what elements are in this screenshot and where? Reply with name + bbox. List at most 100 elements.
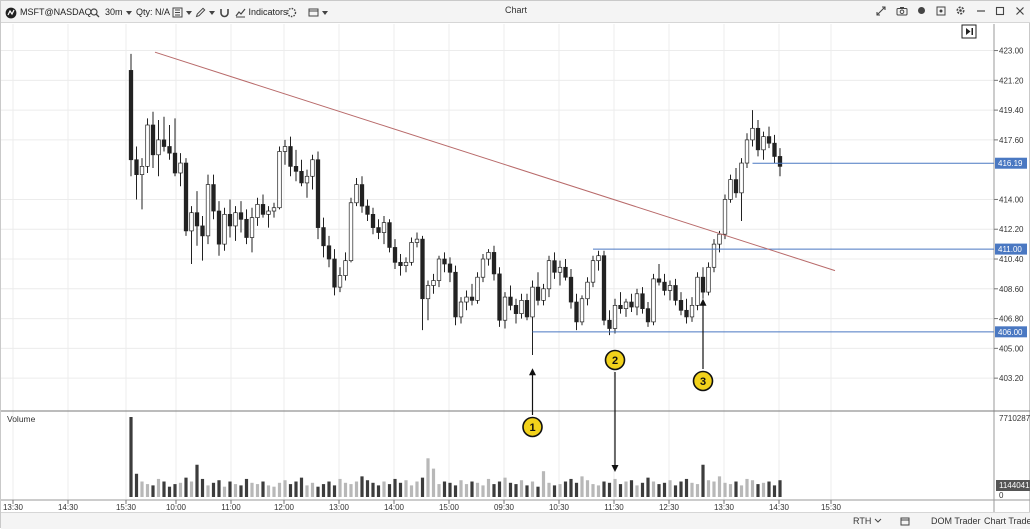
price-level-tag	[995, 157, 1027, 169]
volume-bar	[360, 476, 364, 497]
volume-bar	[712, 481, 716, 497]
x-tick-label: 13:30	[3, 503, 24, 512]
volume-bar	[233, 484, 238, 497]
annotation-badge	[692, 370, 714, 392]
candle-body	[370, 213, 376, 228]
candle-body	[607, 319, 612, 329]
trendline[interactable]	[154, 51, 836, 272]
candle-body	[145, 124, 150, 167]
symbol-label: MSFT@NASDAQ	[20, 7, 92, 17]
candle-body	[392, 247, 398, 263]
x-tick-label: 09:30	[494, 503, 515, 512]
x-tick-label: 15:30	[116, 503, 137, 512]
candle-body	[403, 261, 409, 266]
y-tick-label: 403.20	[999, 374, 1024, 383]
candle-body	[574, 301, 579, 323]
volume-bar	[382, 481, 386, 497]
volume-bar	[569, 478, 573, 497]
candle-body	[508, 296, 513, 306]
volume-bar	[563, 481, 568, 497]
chart-trader-button[interactable]: Chart Trader	[984, 516, 1030, 526]
y-tick-label: 406.80	[999, 315, 1024, 324]
candle-body	[343, 260, 348, 276]
session-dropdown[interactable]: RTH	[853, 516, 882, 526]
templates-button[interactable]	[286, 5, 297, 19]
candle-body	[497, 273, 502, 321]
candle-body	[194, 212, 200, 227]
gear-icon[interactable]	[955, 5, 966, 18]
grid-lines	[1, 24, 994, 500]
candle-body	[376, 227, 381, 233]
pencil-icon	[195, 7, 206, 18]
volume-bar	[624, 481, 628, 497]
volume-bar	[679, 481, 683, 497]
candle-body	[321, 227, 326, 247]
candle-body	[167, 146, 172, 154]
window-icon	[308, 8, 319, 17]
x-tick-label: 14:30	[58, 503, 79, 512]
volume-bar	[321, 484, 326, 497]
layout-dropdown[interactable]	[308, 5, 328, 19]
volume-bar	[530, 481, 535, 497]
candle-body	[431, 280, 436, 286]
scroll-to-end-button[interactable]	[961, 24, 977, 39]
drawing-tools-dropdown[interactable]	[195, 5, 215, 19]
fit-arrows-icon[interactable]	[876, 5, 886, 18]
volume-bar	[288, 484, 293, 497]
indicators-button[interactable]: Indicators	[235, 5, 288, 19]
chart-settings-icon[interactable]	[936, 6, 946, 18]
chart-type-dropdown[interactable]	[172, 5, 192, 19]
candle-body	[491, 252, 497, 275]
candle-body	[134, 159, 139, 175]
magnet-tool-button[interactable]	[219, 5, 230, 19]
close-icon[interactable]	[1015, 6, 1025, 18]
volume-bar	[580, 476, 584, 497]
price-chart[interactable]: 423.00 421.20 419.40 417.60 414.00 412.20 410.…	[1, 24, 1030, 512]
volume-bar	[651, 481, 656, 497]
calendar-icon[interactable]	[900, 516, 910, 528]
candle-body	[464, 296, 469, 303]
candle-body	[640, 293, 645, 310]
maximize-icon[interactable]	[995, 6, 1005, 18]
minimize-icon[interactable]	[976, 6, 986, 18]
volume-bar	[673, 485, 678, 497]
interval-dropdown[interactable]: 30m	[105, 5, 132, 19]
candle-body	[409, 242, 414, 263]
volume-bar	[255, 484, 260, 497]
y-tick-label: 410.40	[999, 255, 1024, 264]
y-tick-label: 423.00	[999, 47, 1024, 56]
volume-bar	[277, 482, 282, 497]
volume-bar	[173, 484, 177, 497]
candle-body	[425, 285, 431, 300]
symbol-search-icon[interactable]	[90, 5, 100, 19]
volume-bar	[596, 485, 601, 497]
axis-ticks: 423.00 421.20 419.40 417.60 414.00 412.20 410.…	[3, 47, 1030, 512]
candle-body	[579, 298, 585, 323]
candle-body	[502, 296, 508, 321]
volume-bar	[657, 484, 661, 497]
status-bar: RTH DOM Trader Chart Trader	[1, 512, 1030, 529]
volume-bar	[761, 482, 766, 497]
volume-bar	[200, 478, 205, 497]
qty-field[interactable]: Qty: N/A	[136, 5, 170, 19]
candle-body	[304, 175, 310, 184]
candle-body	[387, 222, 392, 248]
symbol-selector[interactable]: MSFT@NASDAQ	[20, 5, 92, 19]
volume-bar	[371, 482, 375, 497]
screenshot-camera-icon[interactable]	[896, 6, 908, 18]
candle-body	[634, 293, 640, 308]
candle-body	[337, 275, 343, 288]
dom-trader-button[interactable]: DOM Trader	[931, 516, 981, 526]
link-dot-icon[interactable]	[917, 6, 926, 17]
candle-body	[277, 151, 282, 209]
candle-body	[645, 308, 651, 323]
y-tick-label: 412.20	[999, 225, 1024, 234]
horizontal-levels[interactable]: 416.19 411.00 406.00	[532, 157, 1028, 338]
volume-bar	[706, 480, 711, 497]
x-tick-label: 12:00	[274, 503, 295, 512]
candle-body	[541, 288, 546, 301]
candle-body	[183, 162, 189, 232]
candle-body	[750, 127, 755, 141]
x-tick-label: 11:00	[221, 503, 241, 512]
volume-bar	[316, 486, 320, 497]
